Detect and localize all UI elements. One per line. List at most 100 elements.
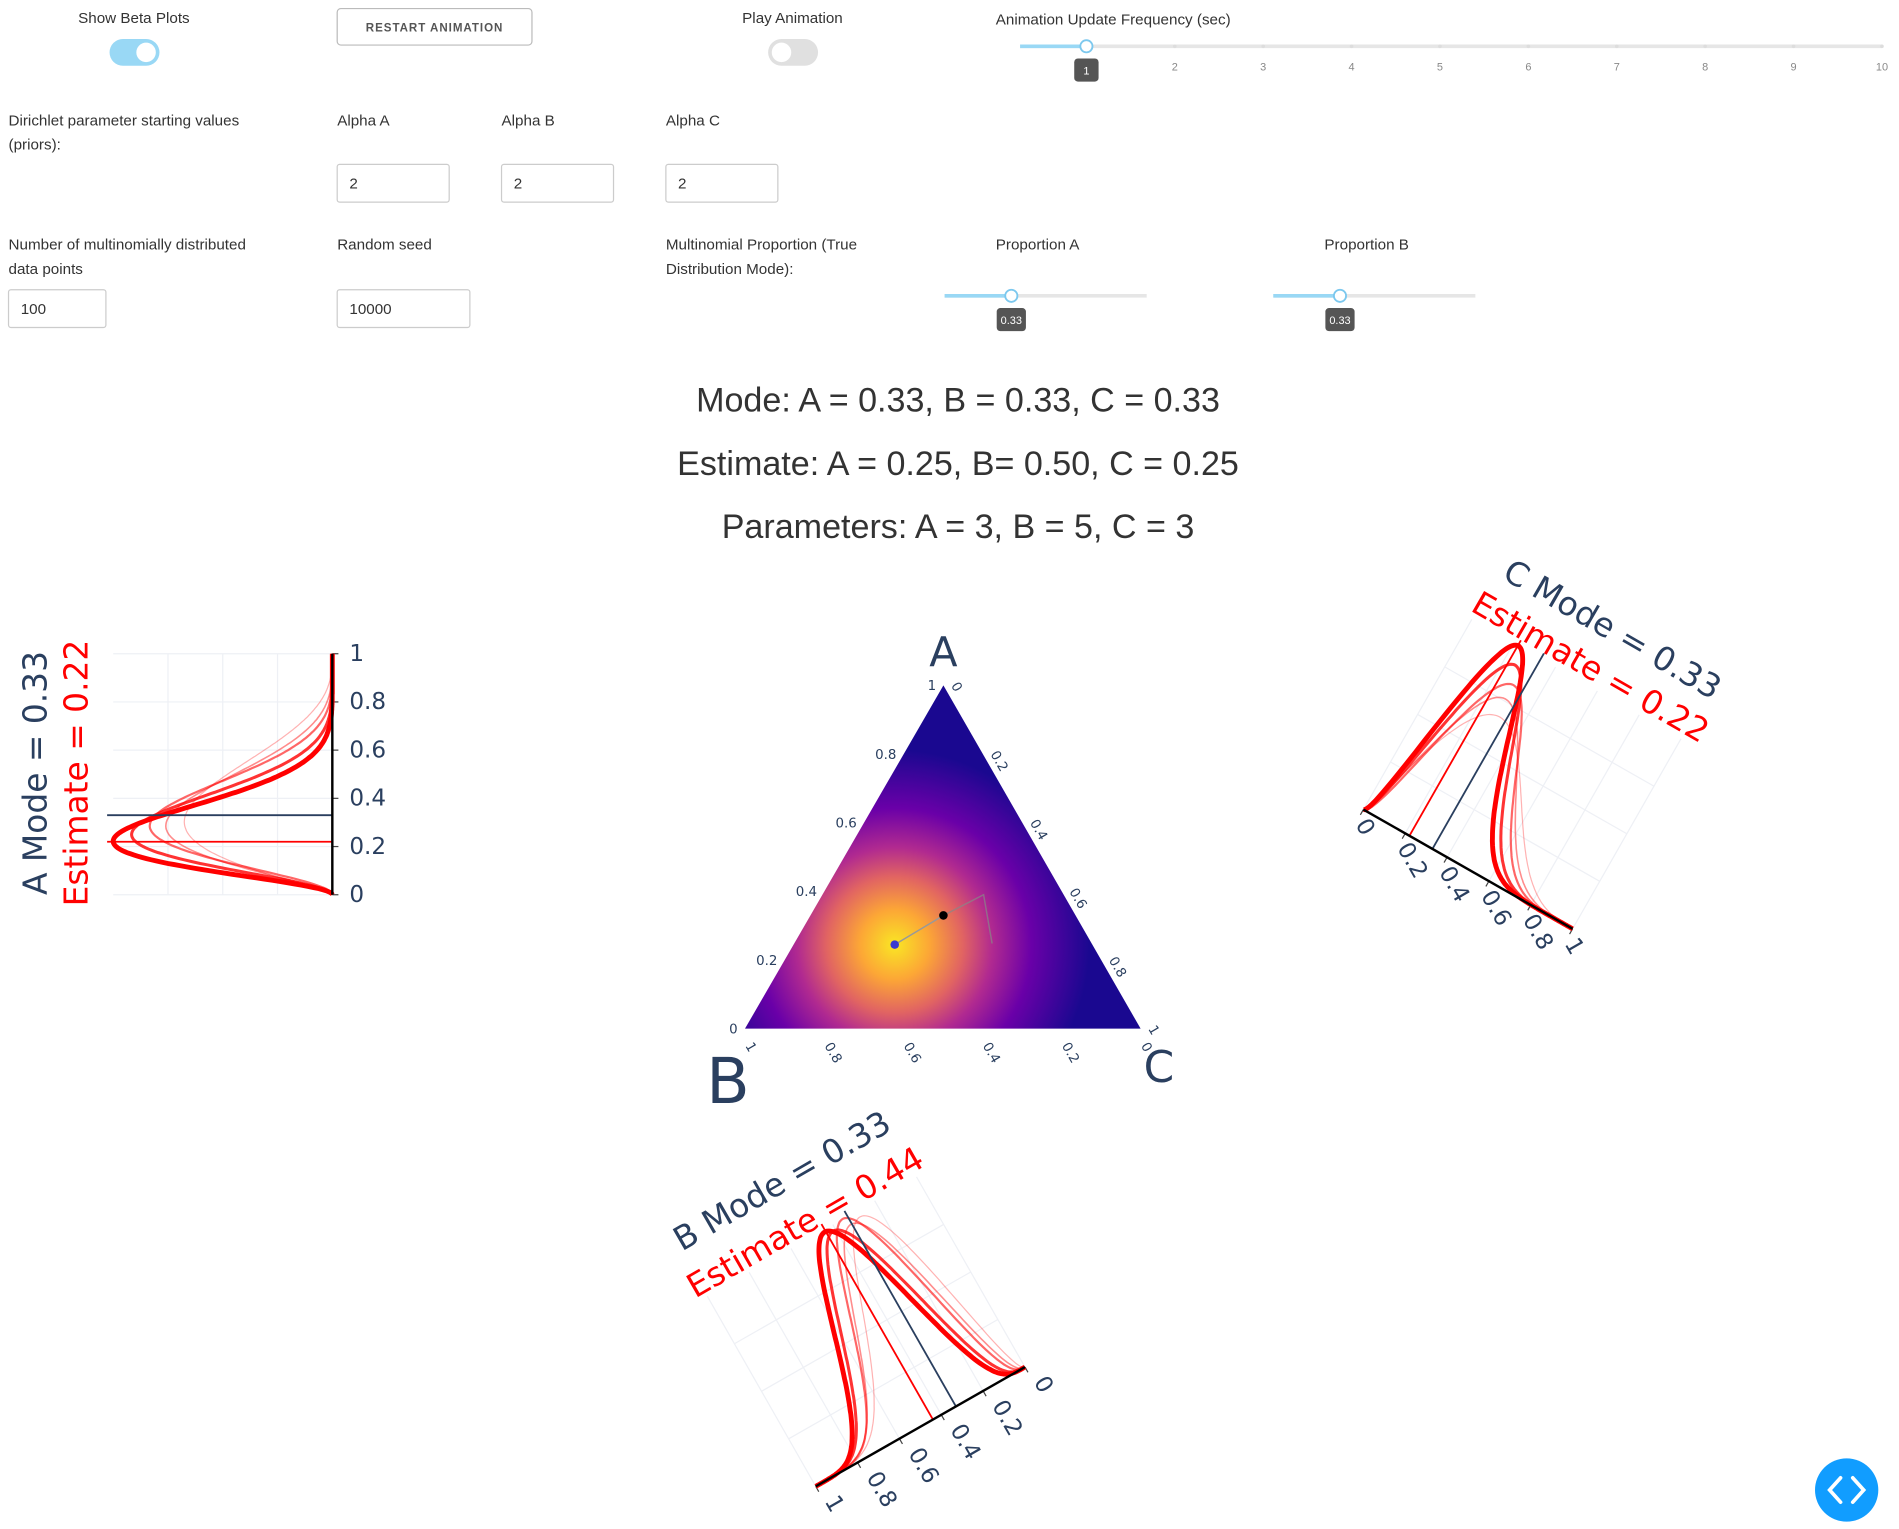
mode-line	[843, 1210, 957, 1407]
slider-label: Animation Update Frequency (sec)	[996, 11, 1231, 28]
point	[890, 940, 899, 949]
toggle-knob	[771, 42, 792, 63]
input-box[interactable]	[336, 289, 471, 329]
tick-label: 0.6	[349, 737, 386, 763]
tick-label: 0.4	[945, 1420, 986, 1465]
code-icon	[1827, 1476, 1867, 1505]
input-box[interactable]	[665, 163, 779, 203]
label: Proportion B	[1324, 237, 1409, 254]
axis-line	[815, 1366, 1026, 1488]
tick-label: 0.8	[349, 689, 386, 715]
summary: Mode: A = 0.33, B = 0.33, C = 0.33 Estima…	[677, 381, 1239, 546]
slider-tick-label: 5	[1437, 62, 1443, 74]
slider-tick-label: 6	[1525, 62, 1531, 74]
debug-button[interactable]	[1815, 1458, 1879, 1522]
slider-handle[interactable]	[1332, 288, 1347, 303]
beta-plot	[1359, 619, 1682, 935]
toggle[interactable]	[768, 38, 819, 66]
slider-tooltip	[996, 308, 1026, 332]
axis-title: B	[706, 1044, 749, 1118]
label: Multinomial Proportion (True Distribution…	[666, 237, 857, 278]
label: Proportion A	[996, 237, 1081, 254]
tick-label: 0.8	[861, 1467, 902, 1512]
grid-line	[761, 1271, 972, 1392]
restart-button[interactable]	[336, 7, 533, 46]
slider-value: 0.33	[1329, 315, 1350, 327]
path	[943, 893, 993, 944]
tick-label: 0.2	[349, 834, 386, 860]
slider-tooltip	[1325, 308, 1355, 332]
beta-curve	[814, 1228, 1027, 1489]
label: Number of multinomially distributed data …	[9, 237, 246, 278]
tick-label-a: 0.8	[875, 748, 896, 763]
slider-dot	[1172, 44, 1177, 49]
grid-line	[1417, 713, 1628, 835]
tick-label-b: 0.4	[979, 1040, 1003, 1066]
slider-tick-label: 8	[1702, 62, 1708, 74]
slider-dot	[1261, 44, 1266, 49]
slider-value: 0.33	[1001, 315, 1022, 327]
label: Random seed	[337, 237, 432, 254]
axis-title: C	[1144, 1042, 1175, 1093]
slider-dot	[1526, 44, 1531, 49]
point	[939, 911, 948, 920]
tick-label-b: 0.2	[1058, 1040, 1082, 1066]
beta-plot	[107, 653, 339, 896]
slider[interactable]: 0.33	[1273, 288, 1476, 332]
tick-label-b: 0.8	[821, 1040, 845, 1066]
tick-label-a: 0.6	[835, 817, 856, 832]
tick-label: 0	[1028, 1372, 1058, 1398]
slider-tooltip	[1074, 58, 1099, 82]
slider[interactable]: 0.33	[944, 288, 1147, 332]
tick-label-a: 0	[729, 1023, 738, 1038]
tick-label: 0.4	[349, 786, 386, 812]
beta-plot	[706, 1176, 1029, 1492]
button-text: RESTART ANIMATION	[366, 23, 504, 35]
tick-label: 0	[349, 882, 364, 908]
path	[894, 914, 944, 946]
slider-tick-label: 10	[1876, 62, 1888, 74]
tick-label-a: 1	[928, 679, 937, 694]
summary-line: Parameters: A = 3, B = 5, C = 3	[722, 508, 1195, 546]
beta-curve	[815, 1216, 1026, 1488]
input-value: 2	[514, 176, 522, 193]
beta-curve	[183, 653, 333, 896]
input-box[interactable]	[336, 163, 450, 203]
slider[interactable]: 123456789101	[1020, 39, 1888, 82]
grid-line	[915, 1176, 1026, 1368]
tick-label: 0	[1350, 814, 1380, 840]
slider-tick-label: 2	[1172, 62, 1178, 74]
toggle-knob	[136, 42, 156, 63]
input-value: 2	[678, 176, 686, 193]
slider-dot	[1349, 44, 1354, 49]
tick-label-a: 0.2	[756, 954, 777, 969]
label: Alpha B	[502, 112, 555, 129]
tick-label: 1	[349, 641, 364, 667]
tick-label-c: 0	[947, 680, 964, 695]
slider-dot	[1880, 44, 1884, 49]
estimate-line	[820, 1223, 934, 1421]
toggle-label: Play Animation	[742, 10, 843, 27]
tick-label: 1	[1559, 934, 1589, 960]
tick-label-b: 0.6	[900, 1040, 924, 1066]
summary-line: Estimate: A = 0.25, B= 0.50, C = 0.25	[677, 445, 1239, 483]
slider-handle[interactable]	[1079, 39, 1094, 54]
mode-label: A Mode = 0.33	[15, 651, 54, 895]
tick-mark	[1024, 1366, 1029, 1373]
input-box[interactable]	[500, 163, 615, 203]
toggle[interactable]	[109, 38, 160, 66]
slider-handle[interactable]	[1004, 288, 1019, 303]
slider-tick-label: 7	[1614, 62, 1620, 74]
label: Alpha A	[337, 112, 390, 129]
slider-dot	[1614, 44, 1619, 49]
slider-dot	[1791, 44, 1796, 49]
axis-title: A	[929, 628, 957, 676]
slider-dot	[1438, 44, 1442, 49]
input-value: 100	[21, 301, 46, 318]
mode-line	[1431, 652, 1545, 850]
beta-curve	[1363, 696, 1573, 930]
input-box[interactable]	[7, 289, 107, 329]
input-value: 2	[349, 176, 357, 193]
